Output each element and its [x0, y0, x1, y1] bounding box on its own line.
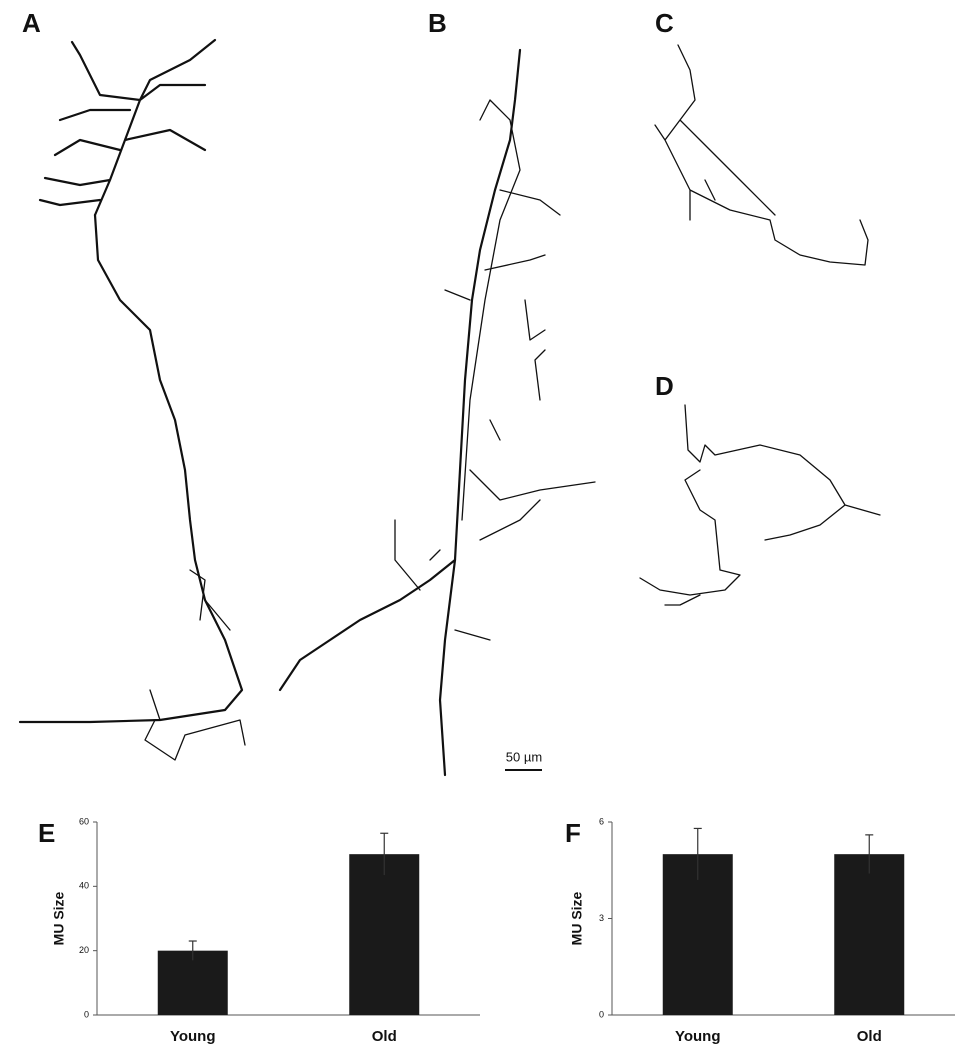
bar — [158, 951, 228, 1015]
x-tick-label: Old — [857, 1028, 882, 1045]
y-tick-label: 0 — [599, 1009, 604, 1019]
figure: A B C D 50 µm EMU Size0204060YoungOldFMU… — [0, 0, 965, 1049]
panel-label: F — [565, 818, 581, 848]
bar — [349, 854, 419, 1015]
neuron-tracing-c — [655, 45, 868, 265]
y-tick-label: 60 — [79, 816, 89, 826]
bar — [834, 854, 904, 1015]
x-tick-label: Young — [170, 1028, 216, 1045]
y-tick-label: 6 — [599, 816, 604, 826]
y-axis-label: MU Size — [51, 891, 67, 945]
y-tick-label: 3 — [599, 913, 604, 923]
y-tick-label: 40 — [79, 881, 89, 891]
neuron-tracing-d — [640, 405, 880, 605]
x-tick-label: Old — [372, 1028, 397, 1045]
neuron-tracing-a — [20, 40, 245, 760]
y-tick-label: 20 — [79, 945, 89, 955]
scale-bar-label: 50 µm — [506, 749, 542, 764]
panel-label: B — [428, 8, 447, 38]
y-axis-label: MU Size — [569, 891, 585, 945]
neuron-tracing-b — [280, 50, 595, 775]
panel-label: D — [655, 371, 674, 401]
x-tick-label: Young — [675, 1028, 721, 1045]
panel-label: C — [655, 8, 674, 38]
y-tick-label: 0 — [84, 1009, 89, 1019]
panel-label: A — [22, 8, 41, 38]
panel-label: E — [38, 818, 55, 848]
